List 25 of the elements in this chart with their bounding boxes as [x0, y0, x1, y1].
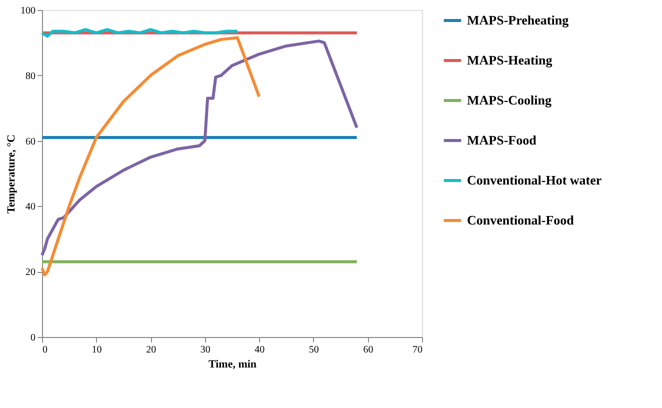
- legend-label: MAPS-Cooling: [467, 92, 552, 108]
- y-tick-label: 60: [26, 136, 36, 148]
- x-axis-title: Time, min: [208, 358, 257, 370]
- y-tick-label: 40: [26, 202, 36, 213]
- x-tick-label: 30: [200, 344, 210, 356]
- legend-label: Conventional-Food: [467, 212, 575, 228]
- x-tick-label: 0: [42, 344, 48, 356]
- y-tick-label: 100: [20, 6, 36, 16]
- line-series: [40, 28, 239, 38]
- y-axis-title: Temperature, °C: [6, 134, 18, 214]
- y-tick-label: 80: [26, 70, 36, 82]
- x-tick-label: 70: [412, 344, 422, 356]
- line-series: [40, 36, 261, 276]
- legend-label: MAPS-Food: [467, 132, 538, 148]
- legend-label: MAPS-Heating: [467, 52, 553, 68]
- x-tick-label: 40: [254, 344, 265, 356]
- x-tick-label: 50: [308, 344, 319, 356]
- line-series: [40, 40, 358, 257]
- x-tick-label: 20: [146, 344, 156, 356]
- legend-label: Conventional-Hot water: [467, 172, 602, 188]
- legend-label: MAPS-Preheating: [467, 12, 570, 28]
- x-tick-label: 10: [92, 344, 102, 356]
- y-tick-label: 0: [30, 332, 36, 344]
- y-tick-label: 20: [26, 267, 36, 278]
- x-tick-label: 60: [363, 344, 374, 356]
